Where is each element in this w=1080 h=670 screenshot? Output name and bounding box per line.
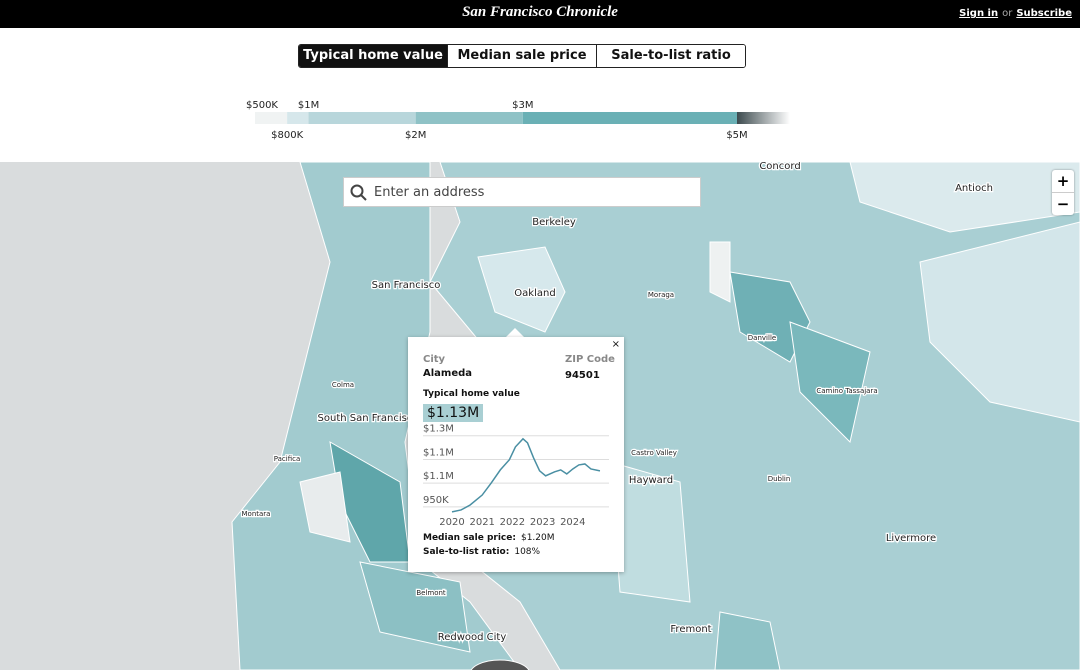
legend-label: $500K bbox=[246, 100, 278, 111]
search-placeholder: Enter an address bbox=[374, 185, 485, 200]
place-label: Moraga bbox=[648, 291, 674, 299]
detail-row: Median sale price: $1.20M bbox=[423, 533, 555, 543]
tab[interactable]: Sale-to-list ratio bbox=[596, 45, 745, 67]
zoom-in[interactable]: + bbox=[1052, 170, 1074, 193]
map-region bbox=[714, 611, 781, 670]
place-label: South San Francisco bbox=[318, 413, 419, 424]
city-label: City bbox=[423, 354, 446, 365]
y-tick-label: 950K bbox=[423, 495, 449, 506]
place-label: Belmont bbox=[416, 589, 446, 597]
place-label: Hayward bbox=[629, 475, 673, 486]
tab[interactable]: Typical home value bbox=[299, 45, 447, 67]
tabs: Typical home value Median sale price Sale-… bbox=[298, 44, 746, 68]
place-labels: Concord Antioch Berkeley San Francisco Oakla… bbox=[240, 162, 994, 644]
control-panel: Typical home value Median sale price Sale-… bbox=[0, 28, 1080, 162]
y-tick-label: $1.3M bbox=[423, 424, 454, 435]
subscribe[interactable]: Subscribe bbox=[1016, 8, 1072, 19]
place-label: Danville bbox=[748, 334, 776, 342]
line bbox=[451, 437, 601, 513]
or: or bbox=[1002, 8, 1013, 19]
place-label: Dublin bbox=[768, 475, 791, 483]
legend-swatch bbox=[522, 112, 737, 124]
detail-row: Sale-to-list ratio: 108% bbox=[423, 547, 555, 557]
map-region bbox=[299, 471, 351, 543]
legend-label: $2M bbox=[405, 130, 426, 141]
detail-value: $1.20M bbox=[520, 533, 555, 543]
place-label: Antioch bbox=[955, 183, 993, 194]
place-label: Berkeley bbox=[532, 217, 576, 228]
tooltip: $1.3M $1.1M $1.1M 950K 2020 2021 2022 2023 2024 … bbox=[408, 337, 624, 572]
place-label: Castro Valley bbox=[631, 449, 677, 457]
map-region bbox=[709, 241, 731, 303]
legend-label: $800K bbox=[271, 130, 303, 141]
legend-swatch bbox=[255, 112, 288, 124]
y-tick-label: $1.1M bbox=[423, 447, 454, 458]
search-box[interactable]: Enter an address bbox=[343, 177, 701, 207]
tab[interactable]: Median sale price bbox=[447, 45, 596, 67]
map-region bbox=[359, 561, 471, 653]
metric-value: $1.13M bbox=[423, 404, 484, 422]
legend-swatch bbox=[287, 112, 309, 124]
zoom-control: + − bbox=[1052, 170, 1074, 215]
legend-label: $1M bbox=[298, 100, 319, 111]
place-label: Redwood City bbox=[438, 632, 507, 643]
tooltip-pointer bbox=[505, 328, 525, 338]
zoom-out[interactable]: − bbox=[1056, 195, 1070, 213]
detail-label: Median sale price: bbox=[423, 533, 516, 543]
place-label: Oakland bbox=[514, 288, 555, 299]
legend-label: $5M bbox=[726, 130, 747, 141]
search-icon bbox=[350, 184, 367, 201]
x-tick-label: 2022 bbox=[500, 517, 525, 528]
map-region bbox=[849, 162, 1080, 233]
place-label: Colma bbox=[332, 381, 354, 389]
x-tick-label: 2023 bbox=[530, 517, 555, 528]
map-region bbox=[919, 221, 1080, 423]
logo[interactable]: San Francisco Chronicle bbox=[462, 4, 618, 20]
legend-swatch bbox=[415, 112, 523, 124]
zip: 94501 bbox=[565, 370, 600, 381]
zip-label: ZIP Code bbox=[565, 354, 615, 365]
detail-value: 108% bbox=[514, 547, 541, 557]
legend: $500K $800K $1M $2M $3M $5M bbox=[246, 100, 790, 141]
close-button[interactable]: × bbox=[611, 339, 620, 350]
top-bar: San Francisco Chronicle Sign in or Subscri… bbox=[0, 0, 1080, 28]
city: Alameda bbox=[423, 368, 473, 379]
x-tick-label: 2024 bbox=[560, 517, 585, 528]
x-tick-label: 2020 bbox=[439, 517, 464, 528]
account-links: Sign in or Subscribe bbox=[959, 8, 1072, 19]
map-region bbox=[231, 162, 521, 670]
legend-swatch bbox=[737, 112, 790, 124]
legend-swatch bbox=[308, 112, 416, 124]
map-region bbox=[470, 659, 530, 670]
x-tick-label: 2021 bbox=[469, 517, 494, 528]
y-tick-label: $1.1M bbox=[423, 471, 454, 482]
place-label: Concord bbox=[759, 162, 800, 172]
metric-label: Typical home value bbox=[423, 389, 520, 399]
details: Median sale price: $1.20M Sale-to-list rat… bbox=[423, 533, 555, 561]
legend-label: $3M bbox=[512, 100, 533, 111]
place-label: San Francisco bbox=[372, 280, 441, 291]
map-region bbox=[477, 246, 566, 333]
sign-in[interactable]: Sign in bbox=[959, 8, 999, 19]
place-label: Pacifica bbox=[274, 455, 301, 463]
place-label: Livermore bbox=[886, 533, 936, 544]
tooltip-chart: $1.3M $1.1M $1.1M 950K 2020 2021 2022 2023 2024 bbox=[423, 424, 609, 528]
place-label: Camino Tassajara bbox=[816, 387, 877, 395]
detail-label: Sale-to-list ratio: bbox=[423, 547, 510, 557]
place-label: Montara bbox=[242, 510, 271, 518]
map-region bbox=[789, 321, 871, 443]
place-label: Fremont bbox=[670, 624, 711, 635]
